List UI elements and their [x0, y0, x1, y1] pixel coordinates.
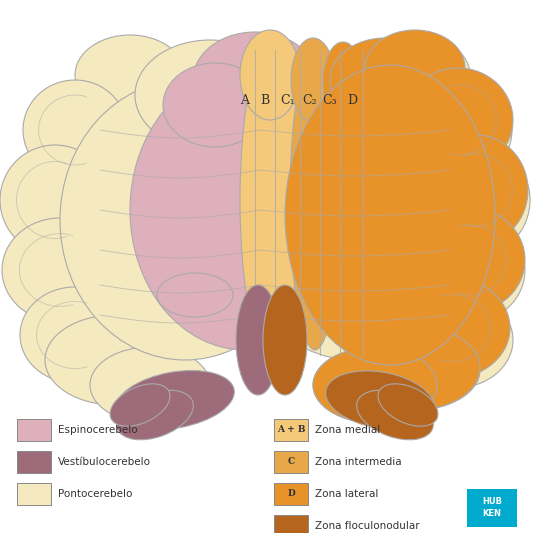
FancyBboxPatch shape — [274, 419, 308, 441]
FancyBboxPatch shape — [17, 419, 51, 441]
Ellipse shape — [323, 55, 367, 345]
Ellipse shape — [415, 218, 525, 322]
Ellipse shape — [90, 347, 210, 423]
Ellipse shape — [230, 80, 480, 360]
Ellipse shape — [350, 330, 480, 410]
Ellipse shape — [263, 285, 307, 395]
Ellipse shape — [330, 38, 440, 122]
Ellipse shape — [313, 347, 437, 423]
Ellipse shape — [135, 40, 285, 150]
Ellipse shape — [60, 80, 310, 360]
Ellipse shape — [236, 285, 280, 395]
Ellipse shape — [0, 145, 110, 255]
Ellipse shape — [323, 42, 363, 122]
Text: A + B: A + B — [277, 425, 305, 434]
Ellipse shape — [23, 80, 127, 180]
Ellipse shape — [408, 78, 512, 182]
Text: Espinocerebelo: Espinocerebelo — [58, 425, 138, 435]
Ellipse shape — [75, 35, 185, 115]
Text: C₂: C₂ — [303, 93, 317, 107]
Text: B: B — [261, 93, 270, 107]
Text: D: D — [347, 93, 357, 107]
Text: HUB: HUB — [482, 497, 502, 506]
Text: Zona intermedia: Zona intermedia — [315, 457, 402, 467]
Ellipse shape — [394, 278, 510, 378]
Text: D: D — [287, 489, 295, 498]
FancyBboxPatch shape — [274, 483, 308, 505]
Ellipse shape — [424, 135, 528, 245]
Text: Zona floculonodular: Zona floculonodular — [315, 521, 419, 531]
Ellipse shape — [2, 218, 118, 322]
Ellipse shape — [325, 53, 435, 137]
Ellipse shape — [45, 315, 185, 405]
Text: A: A — [240, 93, 249, 107]
FancyBboxPatch shape — [17, 483, 51, 505]
Ellipse shape — [116, 370, 235, 430]
Text: Pontocerebelo: Pontocerebelo — [58, 489, 132, 499]
Ellipse shape — [426, 145, 530, 255]
Ellipse shape — [285, 65, 495, 365]
Text: C₁: C₁ — [281, 93, 295, 107]
Ellipse shape — [20, 287, 130, 383]
Ellipse shape — [157, 273, 233, 317]
Ellipse shape — [403, 68, 513, 172]
Ellipse shape — [397, 292, 513, 388]
Ellipse shape — [193, 32, 317, 128]
Ellipse shape — [326, 371, 434, 429]
FancyBboxPatch shape — [274, 515, 308, 533]
Ellipse shape — [357, 390, 433, 440]
Ellipse shape — [117, 390, 193, 440]
Text: Zona medial: Zona medial — [315, 425, 380, 435]
FancyBboxPatch shape — [467, 489, 517, 527]
Ellipse shape — [291, 38, 335, 122]
Ellipse shape — [415, 208, 525, 312]
Text: KEN: KEN — [482, 509, 502, 518]
Ellipse shape — [365, 30, 465, 106]
Ellipse shape — [378, 384, 438, 426]
Ellipse shape — [163, 63, 267, 147]
Text: Zona lateral: Zona lateral — [315, 489, 378, 499]
FancyBboxPatch shape — [17, 451, 51, 473]
Text: C₃: C₃ — [322, 93, 337, 107]
Ellipse shape — [350, 326, 480, 410]
Ellipse shape — [313, 347, 437, 423]
Ellipse shape — [110, 384, 170, 426]
Text: C: C — [287, 457, 295, 466]
Ellipse shape — [240, 35, 310, 365]
Text: Vestíbulocerebelo: Vestíbulocerebelo — [58, 457, 151, 467]
FancyBboxPatch shape — [274, 451, 308, 473]
Ellipse shape — [370, 37, 470, 113]
Ellipse shape — [290, 50, 340, 350]
Ellipse shape — [240, 30, 300, 120]
Ellipse shape — [130, 70, 360, 350]
